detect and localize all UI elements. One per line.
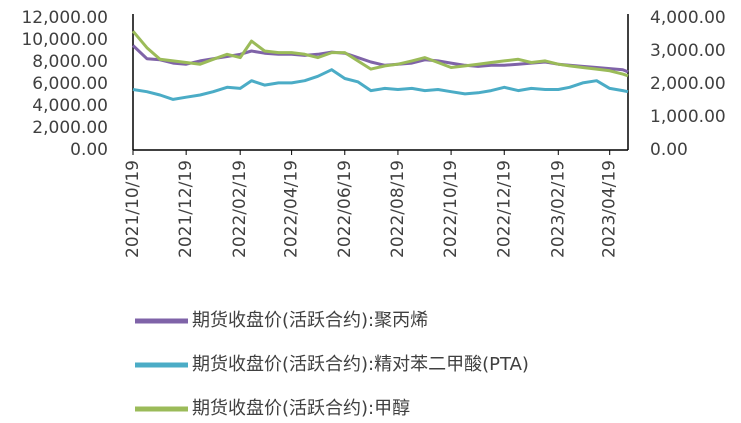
x-tick-label: 2021/12/19 (176, 160, 196, 258)
y-tick-label: 10,000.00 (21, 30, 108, 50)
x-tick-label: 2022/02/19 (230, 160, 250, 258)
y2-tick-label: 4,000.00 (650, 8, 726, 28)
series-line (132, 68, 629, 101)
y2-tick-label: 3,000.00 (650, 41, 726, 61)
y-tick-label: 4,000.00 (32, 96, 108, 116)
x-tick-label: 2023/04/19 (600, 160, 620, 258)
x-tick-label: 2022/12/19 (494, 160, 514, 258)
x-tick-label: 2023/02/19 (548, 160, 568, 258)
y-tick-label: 12,000.00 (21, 8, 108, 28)
x-tick-label: 2022/06/19 (335, 160, 355, 258)
y2-tick-label: 0.00 (650, 140, 688, 160)
legend-label: 期货收盘价(活跃合约):精对苯二甲酸(PTA) (192, 354, 529, 375)
x-tick-label: 2022/10/19 (441, 160, 461, 258)
y-tick-label: 0.00 (70, 140, 108, 160)
x-tick-label: 2022/04/19 (282, 160, 302, 258)
y-tick-label: 8,000.00 (32, 52, 108, 72)
legend-label: 期货收盘价(活跃合约):聚丙烯 (192, 310, 428, 331)
x-tick-label: 2022/08/19 (388, 160, 408, 258)
y2-tick-label: 2,000.00 (650, 74, 726, 94)
series-line (131, 30, 629, 78)
y-tick-label: 2,000.00 (32, 118, 108, 138)
x-tick-label: 2021/10/19 (123, 160, 143, 258)
y2-tick-label: 1,000.00 (650, 107, 726, 127)
legend-label: 期货收盘价(活跃合约):甲醇 (192, 398, 410, 419)
y-tick-label: 6,000.00 (32, 74, 108, 94)
